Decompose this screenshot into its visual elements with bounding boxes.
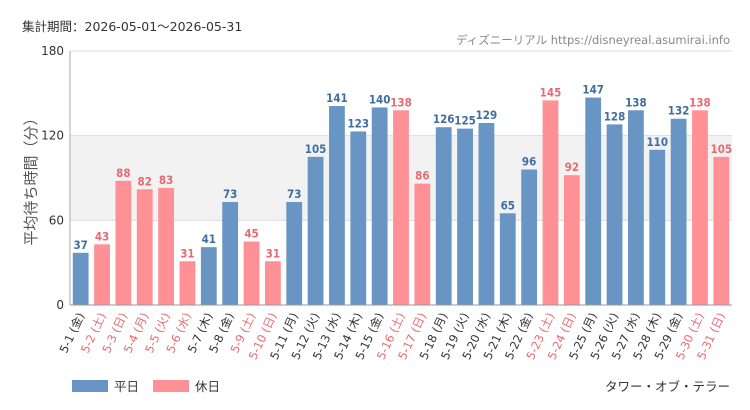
bar-weekday [478,122,495,305]
data-label: 73 [287,187,301,201]
bar-weekday [350,131,367,305]
data-label: 73 [223,187,237,201]
y-tick-label: 120 [41,129,64,143]
bar-holiday [264,261,281,305]
y-tick-label: 60 [49,213,64,227]
data-label: 105 [305,142,327,156]
source-label: ディズニーリアル https://disneyreal.asumirai.inf… [456,33,730,47]
bar-weekday [649,149,666,305]
attraction-label: タワー・オブ・テラー [604,379,730,394]
data-label: 141 [326,91,348,105]
bar-weekday [499,213,516,305]
bar-weekday [200,247,217,305]
bar-weekday [521,169,538,305]
y-axis-title: 平均待ち時間（分） [22,110,40,245]
holiday-swatch [153,379,190,392]
data-label: 86 [415,169,429,183]
data-label: 138 [689,95,711,109]
legend-label-weekday: 平日 [114,379,140,394]
data-label: 88 [116,166,130,180]
data-label: 83 [159,173,173,187]
legend: 平日 休日 [72,376,220,395]
bar-holiday [542,100,559,305]
data-label: 41 [202,232,216,246]
data-label: 110 [646,135,668,149]
data-label: 96 [522,155,536,169]
data-label: 82 [138,174,152,188]
data-label: 147 [582,83,604,97]
bar-weekday [371,107,388,305]
bar-holiday [563,175,580,305]
data-label: 31 [266,246,280,260]
bar-holiday [414,183,431,305]
data-label: 125 [454,114,476,128]
data-label: 138 [625,95,647,109]
legend-label-holiday: 休日 [195,379,221,394]
legend-item-weekday: 平日 [72,376,139,395]
bar-weekday [222,201,239,305]
y-tick-label: 0 [56,298,64,312]
data-label: 65 [501,198,515,212]
bar-holiday [179,261,196,305]
bar-holiday [243,241,260,305]
bar-holiday [713,156,730,305]
bar-weekday [329,106,345,306]
bar-weekday [435,127,452,305]
bar-holiday [692,110,708,306]
data-label: 37 [73,238,87,252]
bar-weekday [286,201,303,305]
data-label: 45 [244,227,258,241]
bar-holiday [136,189,153,305]
data-label: 126 [433,112,455,126]
bar-holiday [94,244,110,305]
bar-holiday [393,110,409,306]
data-label: 105 [711,142,733,156]
bar-weekday [628,110,644,306]
data-label: 128 [604,109,626,123]
period-label: 集計期間：2026-05-01～2026-05-31 [22,19,243,34]
data-label: 145 [540,85,562,99]
data-label: 138 [390,95,412,109]
data-label: 129 [476,108,498,122]
y-tick-label: 180 [41,44,64,58]
weekday-swatch [72,379,108,392]
data-label: 92 [565,160,579,174]
legend-item-holiday: 休日 [153,376,220,395]
data-label: 31 [180,246,194,260]
bar-weekday [72,252,89,305]
bar-weekday [457,128,473,305]
bar-weekday [585,97,602,305]
bar-weekday [307,156,324,305]
data-label: 43 [95,229,109,243]
data-label: 132 [668,104,690,118]
bar-weekday [606,124,623,305]
bar-weekday [670,118,687,305]
data-label: 140 [369,92,391,106]
bar-holiday [115,180,132,305]
bar-holiday [158,187,174,305]
data-label: 123 [347,116,369,130]
